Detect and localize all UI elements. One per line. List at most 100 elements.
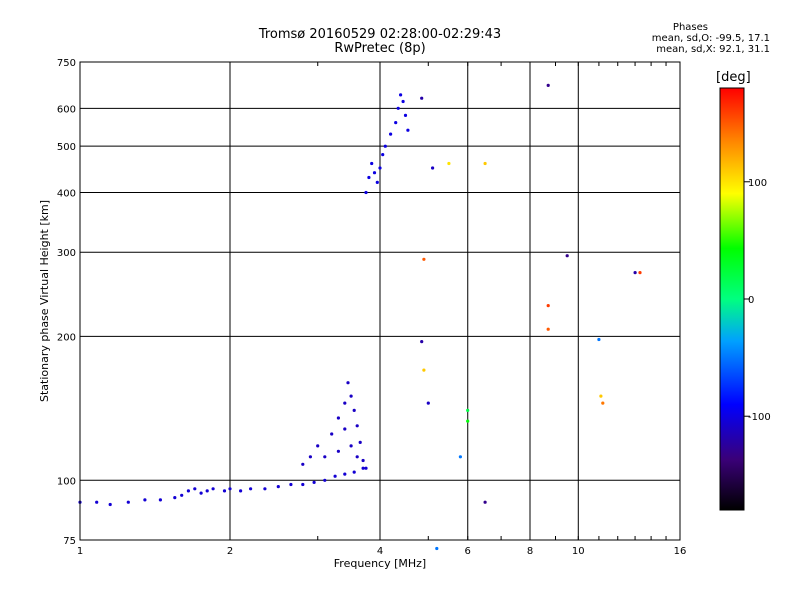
- data-point: [546, 304, 550, 308]
- data-point: [361, 466, 365, 470]
- chart-subtitle: RwPretec (8p): [334, 41, 426, 56]
- x-tick-label: 6: [465, 546, 471, 557]
- data-point: [599, 394, 603, 398]
- y-tick-label: 400: [57, 188, 76, 199]
- data-point: [343, 427, 347, 431]
- data-point: [289, 482, 293, 487]
- plot-frame: [79, 61, 681, 541]
- data-point: [466, 419, 470, 423]
- data-point: [349, 444, 353, 448]
- data-point: [222, 489, 227, 493]
- data-point: [406, 128, 410, 132]
- data-point: [378, 166, 382, 170]
- x-tick-label: 1: [77, 546, 83, 557]
- data-point: [372, 171, 377, 175]
- data-point: [396, 106, 400, 110]
- colorbar-title: [deg]: [716, 70, 751, 85]
- data-point: [349, 394, 353, 398]
- data-point: [199, 491, 203, 495]
- data-point: [375, 180, 379, 184]
- data-point: [333, 474, 337, 478]
- data-point: [364, 190, 368, 195]
- data-point: [205, 489, 209, 493]
- data-point: [239, 489, 243, 493]
- data-point: [108, 502, 112, 507]
- data-point: [95, 500, 99, 504]
- data-point: [346, 381, 350, 385]
- data-point: [323, 455, 327, 459]
- data-point: [381, 153, 385, 157]
- data-point: [601, 401, 605, 405]
- data-point: [312, 480, 316, 484]
- data-point: [276, 485, 280, 489]
- y-tick-label: 75: [63, 536, 76, 547]
- data-point: [336, 416, 340, 420]
- colorbar: [719, 87, 745, 511]
- data-point: [336, 449, 340, 453]
- data-point: [263, 487, 267, 491]
- x-tick-label: 2: [227, 546, 233, 557]
- data-point: [308, 455, 312, 459]
- data-point: [383, 144, 387, 148]
- data-point: [466, 408, 470, 412]
- data-point: [355, 424, 359, 428]
- data-point: [355, 455, 359, 459]
- data-point: [228, 487, 232, 491]
- data-point: [483, 500, 487, 504]
- colorbar-tick-label: 100: [748, 178, 767, 189]
- data-point: [565, 254, 569, 258]
- data-point: [458, 455, 462, 459]
- data-point: [394, 121, 398, 125]
- data-point: [420, 340, 424, 344]
- data-point: [420, 96, 424, 100]
- x-tick-label: 4: [377, 546, 383, 557]
- colorbar-tick-label: 0: [748, 295, 754, 306]
- data-point: [330, 432, 334, 436]
- y-tick-label: 500: [57, 142, 76, 153]
- data-point: [426, 401, 430, 405]
- y-tick-label: 750: [57, 58, 76, 69]
- stats-heading: Phases: [672, 22, 708, 33]
- data-point: [173, 496, 177, 500]
- colorbar-tick-label: -100: [748, 412, 771, 423]
- data-point: [364, 466, 368, 470]
- data-point: [126, 500, 130, 504]
- data-point: [422, 368, 426, 372]
- data-point: [316, 444, 320, 448]
- stats-o: mean, sd,O: -99.5, 17.1: [651, 33, 770, 44]
- chart-title: Tromsø 20160529 02:28:00-02:29:43: [258, 27, 502, 42]
- y-tick-label: 200: [57, 332, 76, 343]
- data-points: [78, 83, 642, 551]
- data-point: [211, 487, 215, 491]
- data-point: [343, 401, 347, 405]
- data-point: [301, 462, 305, 466]
- data-point: [352, 470, 356, 474]
- y-tick-label: 100: [57, 476, 76, 487]
- data-point: [361, 458, 365, 463]
- data-point: [431, 166, 435, 170]
- data-point: [186, 489, 190, 493]
- colorbar-ticks: 100 0 -100: [744, 178, 771, 423]
- data-point: [352, 408, 356, 412]
- data-point: [158, 498, 162, 502]
- data-point: [249, 487, 253, 491]
- data-point: [403, 113, 408, 117]
- data-point: [301, 482, 305, 487]
- data-point: [483, 161, 487, 166]
- data-point: [633, 271, 637, 275]
- x-tick-label: 16: [674, 546, 687, 557]
- data-point: [323, 478, 327, 482]
- data-point: [358, 440, 362, 444]
- data-point: [597, 337, 601, 342]
- data-point: [401, 99, 405, 104]
- x-axis-label: Frequency [MHz]: [334, 557, 426, 570]
- data-point: [422, 257, 426, 261]
- data-point: [370, 161, 374, 166]
- y-tick-label: 300: [57, 248, 76, 259]
- data-point: [435, 546, 439, 551]
- data-point: [638, 271, 642, 275]
- grid-layer: [80, 62, 680, 540]
- x-tick-label: 8: [527, 546, 533, 557]
- data-point: [447, 161, 451, 166]
